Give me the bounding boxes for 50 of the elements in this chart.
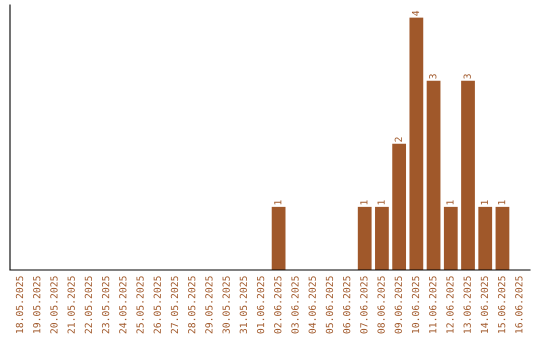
bar (461, 80, 475, 270)
bar (426, 80, 440, 270)
x-tick-label: 31.05.2025 (240, 276, 248, 334)
x-tick-label: 11.06.2025 (429, 276, 436, 333)
bar (358, 206, 372, 270)
x-tick-label: 01.06.2025 (256, 276, 264, 334)
x-tick-label: 12.06.2025 (446, 276, 454, 333)
x-tick-label: 10.06.2025 (412, 276, 420, 333)
data-label: 1 (274, 200, 282, 204)
data-label: 1 (446, 200, 454, 204)
x-tick-label: 07.06.2025 (360, 276, 368, 334)
bar (444, 206, 458, 270)
x-tick-label: 15.06.2025 (498, 276, 506, 333)
bar (496, 206, 510, 270)
x-tick-label: 21.05.2025 (67, 276, 75, 334)
x-tick-label: 27.05.2025 (170, 276, 178, 334)
bar (478, 206, 492, 270)
x-tick-label: 05.06.2025 (326, 276, 334, 334)
x-tick-label: 24.05.2025 (119, 276, 126, 334)
bar (375, 206, 389, 270)
data-label: 1 (360, 200, 368, 204)
x-tick-label: 06.06.2025 (342, 276, 350, 334)
data-label: 2 (394, 137, 402, 142)
data-label: 3 (429, 74, 436, 79)
data-label: 1 (498, 200, 506, 204)
bar (272, 206, 286, 270)
x-tick-label: 26.05.2025 (154, 276, 161, 334)
x-tick-label: 18.05.2025 (16, 276, 24, 333)
x-tick-label: 14.06.2025 (480, 276, 488, 333)
x-tick-label: 28.05.2025 (188, 276, 196, 334)
x-tick-label: 02.06.2025 (274, 276, 282, 334)
x-tick-label: 25.05.2025 (136, 276, 144, 334)
data-label: 3 (464, 74, 471, 79)
bar (392, 144, 406, 270)
data-label: 1 (378, 200, 385, 204)
x-tick-label: 03.06.2025 (291, 276, 299, 334)
x-tick-label: 19.05.2025 (33, 276, 40, 333)
data-label: 4 (412, 10, 420, 16)
x-tick-label: 23.05.2025 (102, 276, 110, 334)
x-tick-label: 13.06.2025 (464, 276, 471, 333)
x-tick-label: 08.06.2025 (377, 276, 385, 334)
x-tick-label: 22.05.2025 (84, 276, 92, 334)
data-label: 1 (480, 200, 488, 204)
bar (409, 18, 424, 270)
x-tick-label: 16.06.2025 (515, 276, 523, 333)
x-tick-label: 30.05.2025 (222, 276, 230, 334)
x-tick-label: 09.06.2025 (394, 276, 402, 334)
x-tick-label: 29.05.2025 (205, 276, 213, 334)
x-tick-label: 04.06.2025 (308, 276, 316, 334)
x-tick-label: 20.05.2025 (50, 276, 58, 334)
